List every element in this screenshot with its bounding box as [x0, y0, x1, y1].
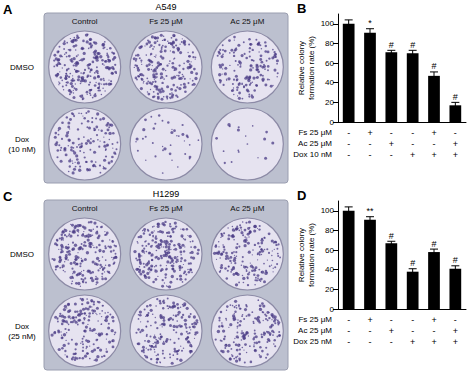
svg-text:formation rate (%): formation rate (%) — [307, 36, 316, 100]
svg-text:0: 0 — [330, 118, 335, 127]
svg-text:Fs 25 μM: Fs 25 μM — [149, 204, 183, 213]
svg-text:Control: Control — [72, 204, 98, 213]
svg-text:**: ** — [366, 206, 374, 216]
svg-text:*: * — [368, 18, 372, 28]
svg-text:40: 40 — [325, 265, 334, 274]
svg-text:+: + — [389, 326, 394, 336]
svg-text:B: B — [297, 1, 306, 16]
svg-text:-: - — [369, 139, 372, 149]
svg-text:Ac 25 μM: Ac 25 μM — [230, 204, 264, 213]
svg-text:#: # — [431, 239, 436, 249]
svg-text:-: - — [390, 128, 393, 138]
svg-text:Fs 25 μM: Fs 25 μM — [298, 315, 332, 324]
svg-text:DMSO: DMSO — [10, 63, 34, 72]
svg-text:#: # — [431, 61, 436, 71]
svg-text:Dox: Dox — [15, 135, 29, 144]
svg-text:-: - — [369, 150, 372, 160]
svg-text:20: 20 — [325, 98, 334, 107]
svg-text:-: - — [411, 326, 414, 336]
svg-text:Fs 25 μM: Fs 25 μM — [149, 17, 183, 26]
svg-text:-: - — [390, 150, 393, 160]
svg-text:100: 100 — [321, 19, 335, 28]
svg-text:-: - — [433, 139, 436, 149]
svg-text:-: - — [347, 150, 350, 160]
svg-text:(10 nM): (10 nM) — [8, 145, 36, 154]
svg-text:20: 20 — [325, 285, 334, 294]
svg-text:#: # — [453, 92, 458, 102]
svg-text:+: + — [367, 128, 372, 138]
svg-text:-: - — [347, 139, 350, 149]
svg-text:Dox 10 nM: Dox 10 nM — [293, 150, 332, 159]
svg-text:#: # — [389, 40, 394, 50]
svg-text:Control: Control — [72, 17, 98, 26]
svg-text:-: - — [369, 337, 372, 347]
svg-text:100: 100 — [321, 206, 335, 215]
svg-text:A549: A549 — [155, 2, 176, 12]
svg-text:Dox 25 nM: Dox 25 nM — [293, 337, 332, 346]
svg-text:+: + — [431, 315, 436, 325]
svg-text:+: + — [410, 337, 415, 347]
svg-text:+: + — [431, 150, 436, 160]
svg-text:#: # — [389, 231, 394, 241]
svg-text:-: - — [454, 128, 457, 138]
svg-text:+: + — [453, 150, 458, 160]
svg-text:DMSO: DMSO — [10, 250, 34, 259]
svg-text:-: - — [411, 139, 414, 149]
svg-text:-: - — [454, 315, 457, 325]
svg-text:Relative colony: Relative colony — [297, 41, 306, 95]
svg-text:-: - — [390, 337, 393, 347]
svg-text:Fs 25 μM: Fs 25 μM — [298, 128, 332, 137]
svg-text:-: - — [347, 326, 350, 336]
svg-text:80: 80 — [325, 226, 334, 235]
svg-text:-: - — [411, 128, 414, 138]
svg-text:+: + — [410, 150, 415, 160]
svg-text:+: + — [431, 128, 436, 138]
svg-text:-: - — [390, 315, 393, 325]
svg-text:-: - — [433, 326, 436, 336]
svg-text:-: - — [369, 326, 372, 336]
svg-text:+: + — [453, 326, 458, 336]
svg-text:+: + — [389, 139, 394, 149]
svg-text:#: # — [410, 40, 415, 50]
svg-text:Relative colony: Relative colony — [297, 228, 306, 282]
svg-text:60: 60 — [325, 59, 334, 68]
svg-text:-: - — [411, 315, 414, 325]
svg-text:C: C — [3, 189, 13, 204]
svg-text:-: - — [347, 128, 350, 138]
svg-text:80: 80 — [325, 39, 334, 48]
svg-text:(25 nM): (25 nM) — [8, 332, 36, 341]
svg-text:#: # — [410, 258, 415, 268]
svg-text:+: + — [453, 139, 458, 149]
svg-text:formation rate (%): formation rate (%) — [307, 223, 316, 287]
svg-text:Ac 25 μM: Ac 25 μM — [230, 17, 264, 26]
svg-text:0: 0 — [330, 305, 335, 314]
svg-text:Ac 25 μM: Ac 25 μM — [298, 326, 332, 335]
svg-text:#: # — [453, 255, 458, 265]
svg-text:+: + — [431, 337, 436, 347]
svg-text:+: + — [367, 315, 372, 325]
svg-text:A: A — [3, 2, 13, 17]
svg-text:H1299: H1299 — [153, 189, 180, 199]
svg-text:Dox: Dox — [15, 322, 29, 331]
svg-text:Ac 25 μM: Ac 25 μM — [298, 139, 332, 148]
svg-text:-: - — [347, 315, 350, 325]
svg-text:+: + — [453, 337, 458, 347]
svg-text:D: D — [297, 188, 306, 203]
svg-text:60: 60 — [325, 246, 334, 255]
svg-text:-: - — [347, 337, 350, 347]
svg-text:40: 40 — [325, 78, 334, 87]
